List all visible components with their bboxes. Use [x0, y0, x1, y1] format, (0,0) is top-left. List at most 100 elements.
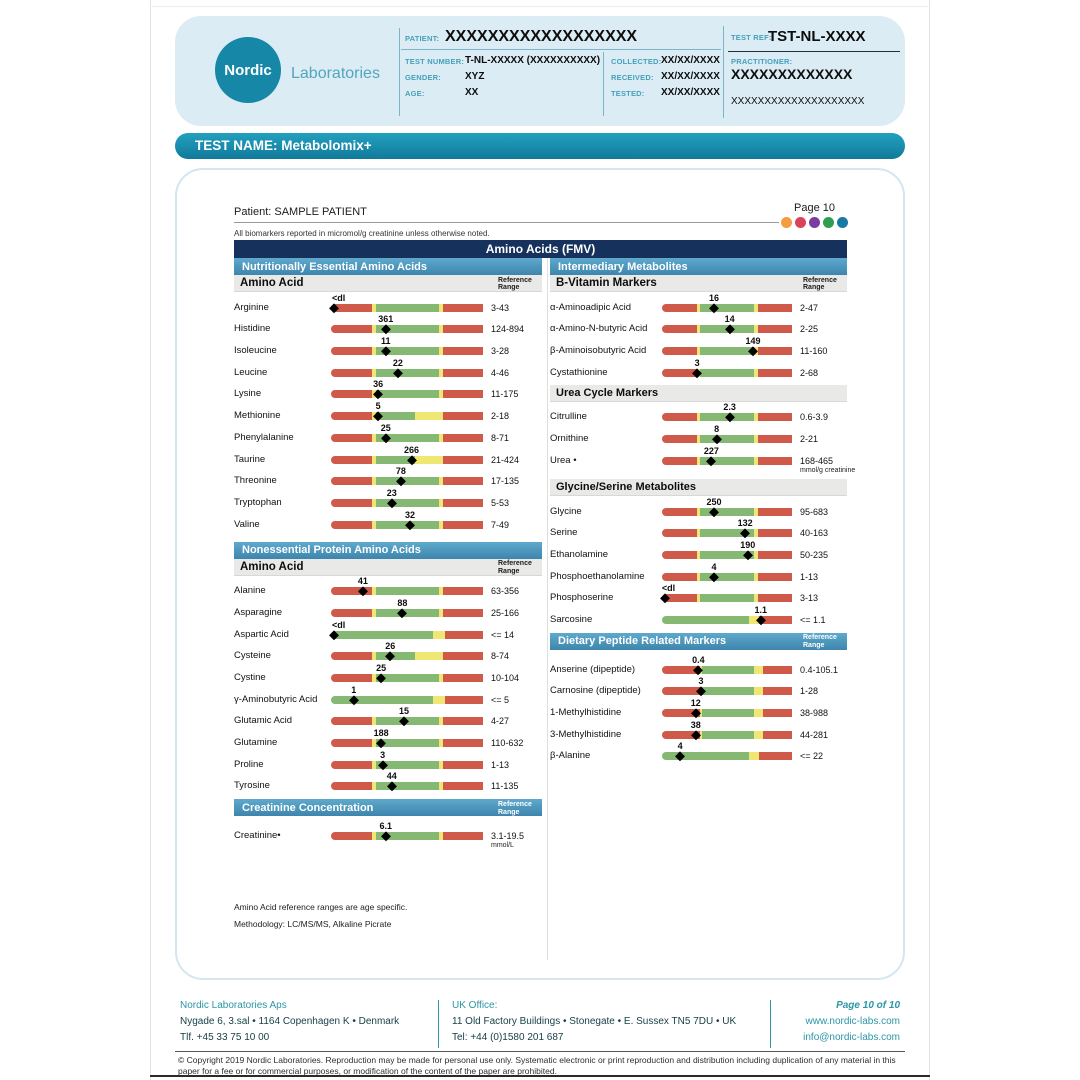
reference-range-header: Reference Range	[803, 634, 837, 650]
result-bar: <dl	[659, 583, 792, 603]
biomarker-label: Urea •	[550, 454, 577, 466]
report-page-number: Page 10	[794, 202, 835, 214]
biomarker-row: Taurine 266 21-424	[234, 444, 542, 466]
biomarker-label: γ-Aminobutyric Acid	[234, 693, 318, 705]
bar-segment-green	[375, 325, 439, 334]
bar-segment-yellow	[438, 433, 444, 442]
column-header-label: B-Vitamin Markers	[556, 277, 657, 289]
biomarker-row: β-Alanine 4 <= 22	[550, 741, 847, 763]
reference-range: 0.6-3.9	[800, 412, 829, 423]
bar-segment-red	[443, 739, 483, 748]
biomarker-row: Ornithine 8 2-21	[550, 423, 847, 445]
result-value: 250	[706, 496, 722, 507]
bar-segment-yellow	[438, 390, 444, 399]
result-bar: 12	[662, 698, 792, 718]
result-bar: 227	[662, 446, 792, 466]
gender-label: GENDER:	[405, 73, 441, 82]
result-bar: 266	[331, 445, 483, 465]
biomarker-rows: Citrulline 2.3 0.6-3.9 Ornithine 8 2-21 Urea •…	[550, 402, 856, 474]
result-bar: 23	[331, 488, 483, 508]
bar-segment-yellow	[438, 520, 444, 529]
bar-segment-yellow	[372, 303, 376, 312]
bar-segment-yellow	[438, 368, 444, 377]
bar-segment-red	[331, 717, 373, 726]
section-header-label: Urea Cycle Markers	[556, 386, 659, 399]
bar-segment-red	[662, 572, 698, 581]
footer-email-link[interactable]: info@nordic-labs.com	[803, 1032, 900, 1043]
footnote-line: Methodology: LC/MS/MS, Alkaline Picrate	[234, 919, 392, 930]
bar-segment-red	[758, 572, 792, 581]
reference-range-header: Reference Range	[803, 276, 837, 292]
bar-segment-red	[331, 325, 373, 334]
reference-range: 168-465 mmol/g creatinine	[800, 455, 856, 474]
result-bar: <dl	[329, 620, 483, 640]
result-value: 1.1	[754, 604, 768, 615]
bar-segment-green	[662, 752, 750, 761]
biomarker-label: Glycine	[550, 505, 582, 517]
bar-segment-red	[331, 368, 373, 377]
result-value: <dl	[331, 619, 346, 630]
info-divider-2	[603, 52, 604, 116]
test-number-value: T-NL-XXXXX (XXXXXXXXXX)	[465, 55, 601, 66]
bar-segment-yellow	[372, 477, 376, 486]
result-bar: 44	[331, 771, 483, 792]
bar-segment-red	[758, 550, 792, 559]
result-value: 41	[357, 576, 368, 587]
subsection-header-label: Dietary Peptide Related Markers	[558, 635, 727, 648]
bar-segment-yellow	[697, 347, 701, 356]
biomarker-label: Cystathionine	[550, 366, 608, 378]
reference-range: 3-43	[491, 302, 510, 313]
bar-segment-yellow	[697, 529, 701, 538]
bar-segment-red	[662, 665, 700, 674]
bar-segment-yellow	[754, 687, 763, 696]
bar-segment-red	[662, 730, 700, 739]
bar-segment-red	[331, 674, 373, 682]
bar-segment-red	[331, 760, 373, 769]
patient-value: XXXXXXXXXXXXXXXXXX	[445, 28, 638, 45]
biomarker-row: Citrulline 2.3 0.6-3.9	[550, 402, 847, 424]
biomarker-label: Asparagine	[234, 606, 283, 618]
gender-value: XYZ	[465, 71, 485, 82]
result-bar: 3	[662, 676, 792, 696]
bar-segment-red	[443, 782, 483, 791]
biomarker-label: α-Amino-N-butyric Acid	[550, 323, 648, 335]
result-bar: 4	[662, 562, 792, 582]
bar-segment-red	[444, 695, 483, 704]
test-ref-value: TST-NL-XXXX	[768, 28, 866, 45]
reference-range: 25-166	[491, 607, 520, 618]
footer-company-block: Nordic Laboratories Aps Nygade 6, 3.sal …	[180, 998, 399, 1046]
result-value: 23	[386, 487, 397, 498]
reference-range: 40-163	[800, 528, 829, 539]
footer-website-link[interactable]: www.nordic-labs.com	[805, 1016, 900, 1027]
biomarker-row: Sarcosine 1.1 <= 1.1	[550, 604, 847, 626]
bar-segment-red	[443, 608, 483, 617]
result-bar: 190	[662, 540, 792, 560]
footer-company-address: Nygade 6, 3.sal • 1164 Copenhagen K • De…	[180, 1016, 400, 1027]
biomarker-label: Ornithine	[550, 433, 589, 445]
biomarker-row: Urea • 227 168-465 mmol/g creatinine	[550, 445, 856, 474]
result-value: 44	[386, 771, 397, 782]
bar-segment-green	[375, 347, 439, 356]
info-divider-1	[399, 28, 400, 116]
collected-label: COLLECTED:	[611, 57, 662, 66]
bar-segment-yellow	[415, 652, 444, 661]
result-bar: 26	[331, 641, 483, 661]
bar-segment-green	[375, 455, 416, 464]
bar-segment-green	[700, 594, 755, 603]
result-bar: 88	[331, 598, 483, 618]
bar-segment-yellow	[749, 752, 760, 761]
biomarker-row: Valine 32 7-49	[234, 509, 542, 531]
reference-range: 124-894	[491, 324, 525, 335]
bar-segment-red	[331, 455, 373, 464]
biomarker-row: Cystathionine 3 2-68	[550, 357, 847, 379]
bar-segment-red	[758, 368, 792, 377]
patient-underline	[401, 49, 721, 50]
bar-segment-red	[331, 739, 373, 748]
reference-range: 11-160	[800, 346, 828, 357]
reference-range: 110-632	[491, 738, 524, 749]
bar-segment-yellow	[697, 303, 701, 312]
bar-segment-red	[331, 652, 373, 661]
result-value: 16	[708, 292, 720, 303]
bar-segment-yellow	[697, 435, 701, 444]
received-value: XX/XX/XXXX	[661, 71, 720, 82]
